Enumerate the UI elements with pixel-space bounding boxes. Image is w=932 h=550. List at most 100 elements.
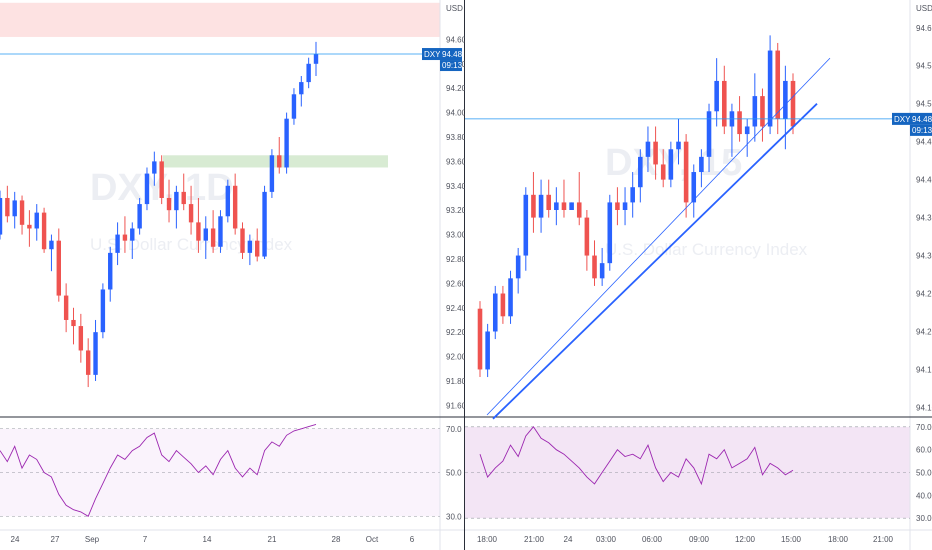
price-tick-label: 94.45	[916, 138, 932, 147]
candle-body	[500, 293, 506, 317]
candle-body	[78, 326, 84, 351]
time-tick-label: 21:00	[524, 535, 545, 544]
trend-line	[486, 57, 831, 416]
rsi-tick-label: 50.00	[916, 469, 932, 478]
candle-body	[775, 50, 781, 119]
price-tick-label: 93.80	[446, 133, 467, 142]
time-tick-label: 15:00	[781, 535, 802, 544]
price-tick-label: 94.35	[916, 214, 932, 223]
right-chart[interactable]: DXY, 15 U.S. Dollar Currency Index 94.60 94…	[465, 0, 932, 550]
candle-body	[5, 197, 10, 217]
left-chart-pane[interactable]: DXY, 1D U.S. Dollar Currency Index 94.60 94…	[0, 0, 467, 550]
countdown-value: 09:13	[442, 61, 463, 70]
rsi-tick-label: 70.00	[916, 423, 932, 432]
candle-body	[676, 141, 681, 150]
candle-body	[569, 202, 574, 210]
candle-body	[299, 82, 304, 95]
candle-body	[12, 200, 17, 217]
price-tick-label: 94.15	[916, 365, 932, 374]
candle-body	[790, 80, 796, 127]
candle-body	[783, 80, 788, 119]
candle-body	[485, 331, 490, 370]
candle-body	[63, 295, 69, 320]
time-tick-label: 28	[332, 535, 341, 544]
price-badge	[910, 112, 932, 125]
candle-body	[196, 222, 201, 241]
candle-body	[584, 217, 590, 256]
candle-body	[277, 155, 282, 168]
candle-body	[85, 350, 91, 375]
price-tick-label: 94.40	[916, 176, 932, 185]
candle-body	[225, 185, 231, 217]
time-tick-label: 09:00	[689, 535, 710, 544]
candle-body	[653, 141, 658, 165]
candle-body	[247, 240, 253, 253]
price-tick-label: 93.20	[446, 206, 467, 215]
candle-body	[538, 194, 544, 218]
candle-body	[592, 255, 597, 279]
time-tick-label: 6	[410, 535, 415, 544]
candle-body	[607, 202, 613, 264]
time-tick-label: 27	[51, 535, 60, 544]
candle-body	[645, 141, 651, 157]
candle-body	[159, 161, 164, 198]
candle-body	[210, 228, 216, 247]
candle-body	[41, 212, 47, 250]
price-tick-label: 92.60	[446, 279, 467, 288]
candle-body	[27, 224, 32, 229]
ticker-label: DXY	[894, 115, 911, 124]
candle-body	[638, 156, 643, 188]
countdown-badge	[440, 60, 462, 72]
candle-body	[19, 200, 25, 225]
time-tick-label: Oct	[366, 535, 379, 544]
candle-body	[622, 202, 628, 210]
candle-body	[232, 185, 238, 229]
price-tick-label: 91.80	[446, 377, 467, 386]
candle-body	[34, 212, 39, 229]
left-chart[interactable]: DXY, 1DU.S. Dollar Currency Index94.6094…	[0, 0, 467, 550]
demand-zone	[163, 155, 388, 168]
candle-body	[130, 228, 135, 241]
time-tick-label: 24	[11, 535, 20, 544]
candle-body	[699, 156, 704, 173]
time-tick-label: 24	[564, 535, 573, 544]
candle-body	[767, 50, 773, 127]
price-badge-value: 94.48	[442, 50, 463, 59]
price-tick-label: 93.40	[446, 182, 467, 191]
watermark-name: U.S. Dollar Currency Index	[90, 235, 293, 254]
candle-body	[49, 240, 54, 250]
candle-body	[255, 240, 260, 257]
time-tick-label: 03:00	[596, 535, 617, 544]
watermark-symbol: DXY, 15	[605, 142, 742, 184]
price-tick-label: 94.10	[916, 403, 932, 412]
price-tick-label: 93.60	[446, 157, 467, 166]
price-tick-label: 94.20	[916, 327, 932, 336]
candle-body	[284, 118, 289, 168]
candle-body	[706, 111, 712, 157]
trend-line	[492, 103, 818, 420]
candle-body	[683, 141, 689, 203]
price-tick-label: 94.25	[916, 290, 932, 299]
price-tick-label: 94.20	[446, 84, 467, 93]
rsi-tick-label: 60.00	[916, 446, 932, 455]
countdown-badge	[910, 124, 932, 136]
candle-body	[576, 202, 582, 218]
rsi-tick-label: 30.00	[916, 514, 932, 523]
currency-label: USD	[446, 4, 463, 13]
price-badge	[440, 48, 462, 61]
rsi-tick-label: 40.00	[916, 491, 932, 500]
candle-body	[531, 194, 536, 218]
price-badge-value: 94.48	[912, 115, 932, 124]
price-tick-label: 92.40	[446, 304, 467, 313]
price-tick-label: 94.50	[916, 100, 932, 109]
rsi-line	[0, 423, 317, 517]
time-tick-label: 12:00	[735, 535, 756, 544]
price-tick-label: 92.20	[446, 328, 467, 337]
rsi-tick-label: 30.0	[446, 512, 462, 521]
right-chart-pane[interactable]: DXY, 15 U.S. Dollar Currency Index 94.60 94…	[465, 0, 932, 550]
time-tick-label: 7	[143, 535, 148, 544]
time-tick-label: 21:00	[873, 535, 894, 544]
candle-body	[737, 111, 742, 135]
candle-body	[240, 228, 245, 253]
candle-body	[554, 202, 559, 210]
